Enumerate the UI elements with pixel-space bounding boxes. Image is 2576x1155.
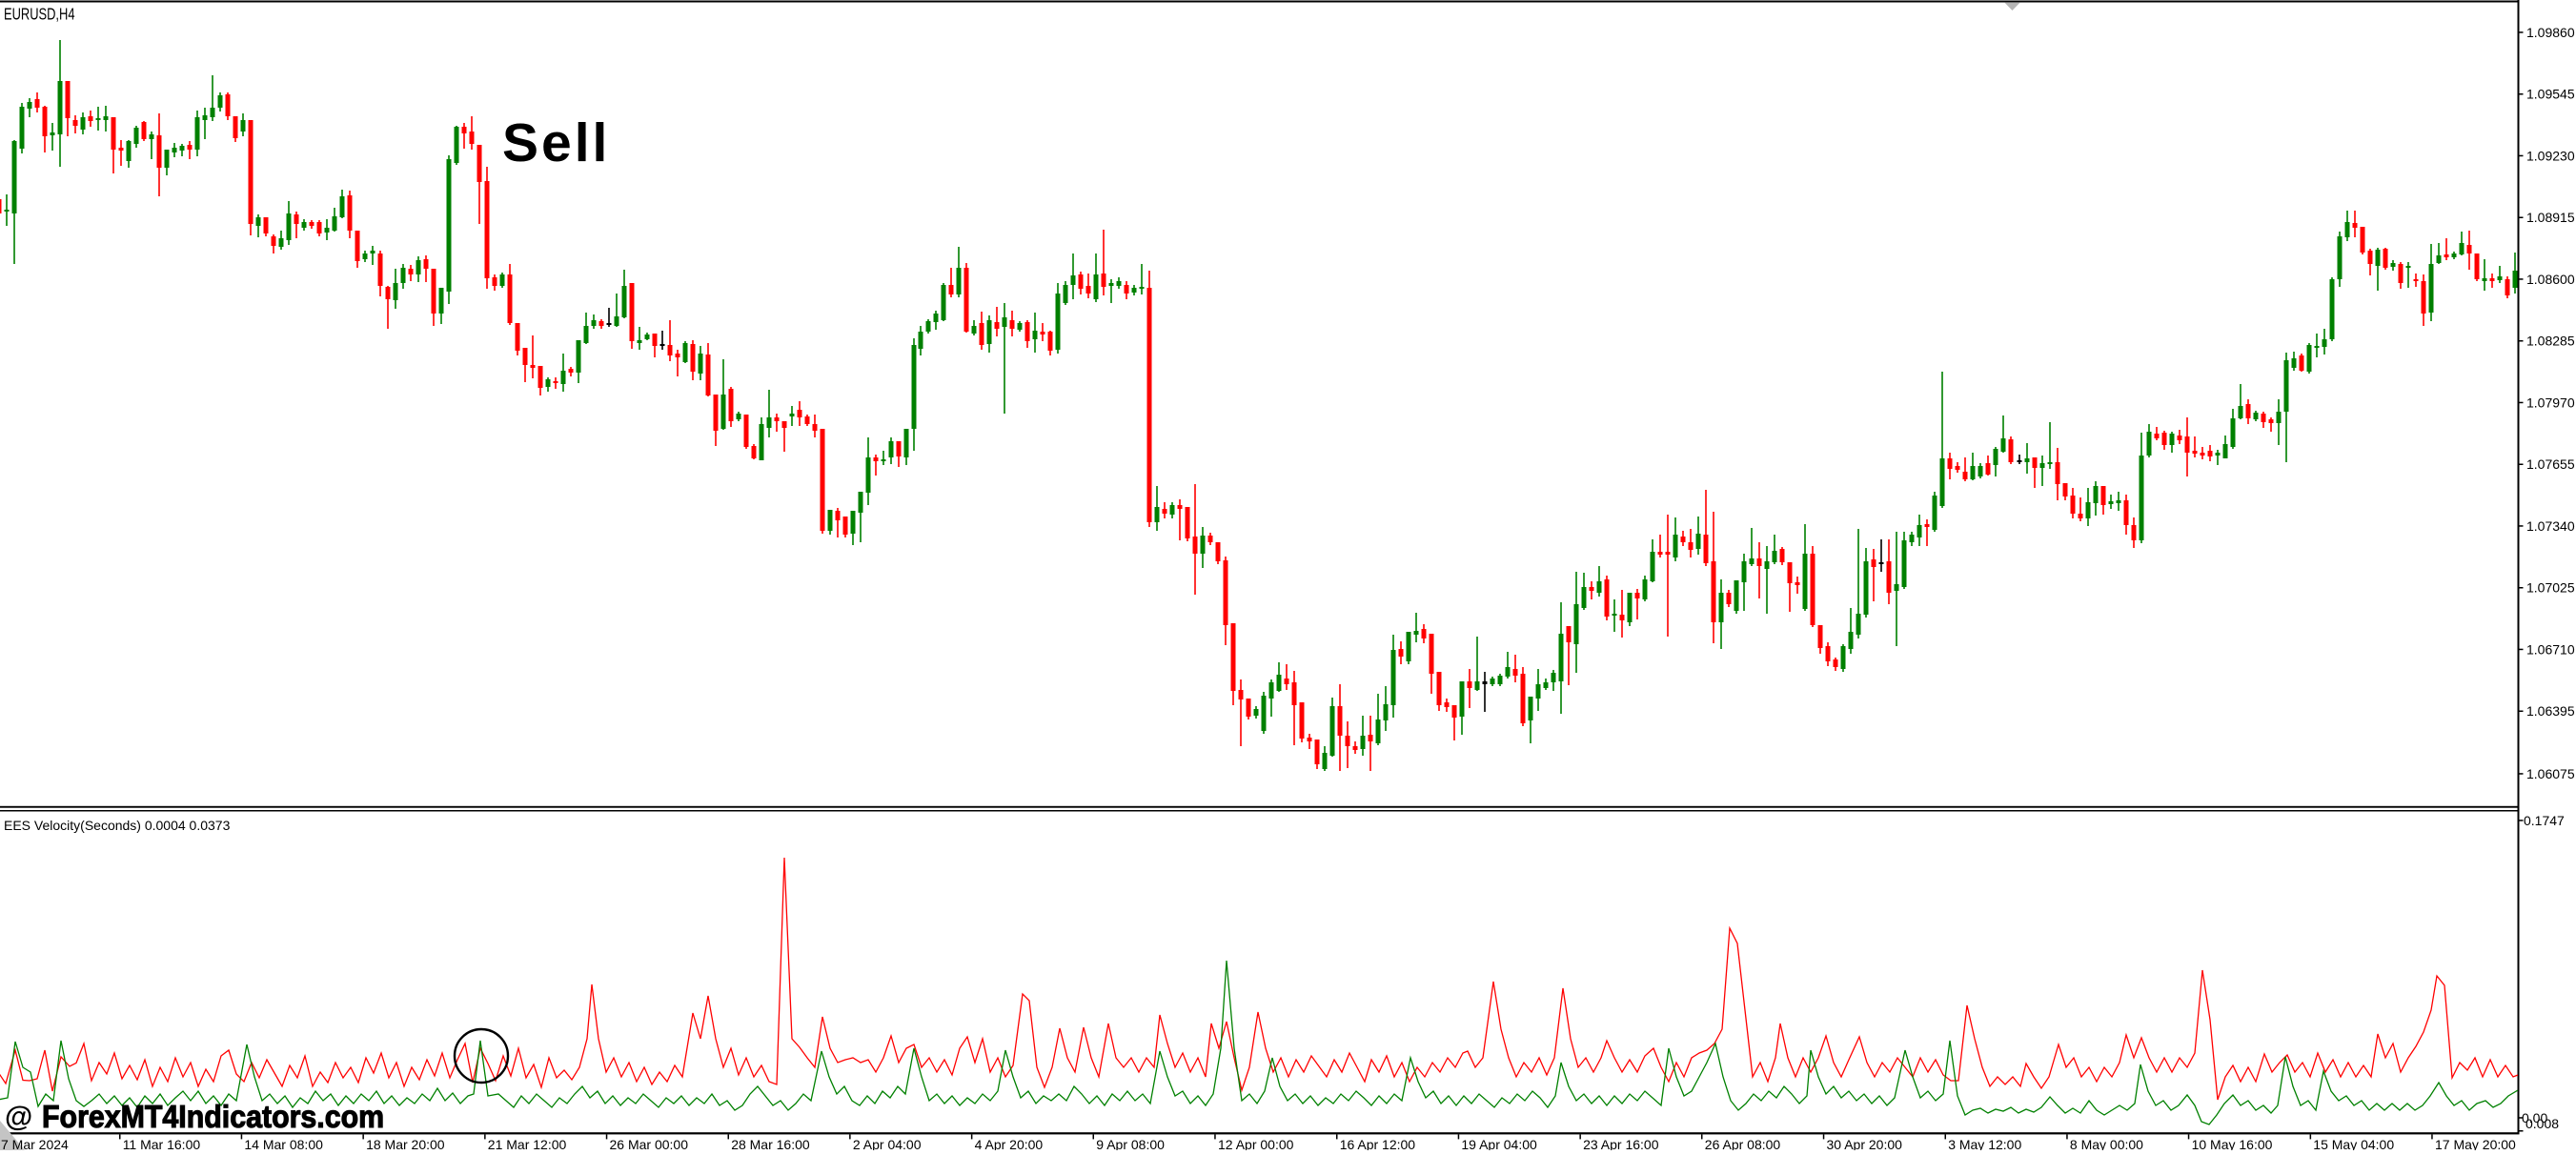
svg-text:1.08915: 1.08915 xyxy=(2526,210,2575,225)
svg-text:9 Apr 08:00: 9 Apr 08:00 xyxy=(1096,1137,1165,1150)
svg-text:1.06075: 1.06075 xyxy=(2526,766,2575,781)
svg-text:EURUSD,H4: EURUSD,H4 xyxy=(4,5,75,24)
svg-text:26 Apr 08:00: 26 Apr 08:00 xyxy=(1705,1137,1781,1150)
svg-text:30 Apr 20:00: 30 Apr 20:00 xyxy=(1827,1137,1903,1150)
svg-text:1.07340: 1.07340 xyxy=(2526,518,2575,534)
svg-text:1.07655: 1.07655 xyxy=(2526,456,2575,472)
svg-text:15 May 04:00: 15 May 04:00 xyxy=(2313,1137,2394,1150)
svg-text:0.1747: 0.1747 xyxy=(2524,813,2565,828)
svg-text:11 Mar 16:00: 11 Mar 16:00 xyxy=(123,1137,201,1150)
svg-text:1.09230: 1.09230 xyxy=(2526,149,2575,164)
svg-text:1.08285: 1.08285 xyxy=(2526,334,2575,349)
svg-text:1.09860: 1.09860 xyxy=(2526,25,2575,40)
svg-text:10 May 16:00: 10 May 16:00 xyxy=(2192,1137,2273,1150)
svg-text:EES Velocity(Seconds) 0.0004 0: EES Velocity(Seconds) 0.0004 0.0373 xyxy=(4,818,231,833)
svg-text:1.08600: 1.08600 xyxy=(2526,272,2575,287)
svg-text:2 Apr 04:00: 2 Apr 04:00 xyxy=(853,1137,922,1150)
svg-text:1.06395: 1.06395 xyxy=(2526,703,2575,719)
svg-text:1.07025: 1.07025 xyxy=(2526,580,2575,596)
svg-text:3 May 12:00: 3 May 12:00 xyxy=(1948,1137,2021,1150)
svg-text:@: @ xyxy=(5,1102,32,1133)
svg-text:1.09545: 1.09545 xyxy=(2526,87,2575,102)
svg-text:1.07970: 1.07970 xyxy=(2526,395,2575,411)
svg-text:0.00: 0.00 xyxy=(2522,1110,2547,1125)
svg-text:0.008: 0.008 xyxy=(2525,1116,2559,1131)
svg-text:28 Mar 16:00: 28 Mar 16:00 xyxy=(731,1137,810,1150)
svg-text:21 Mar 12:00: 21 Mar 12:00 xyxy=(488,1137,567,1150)
svg-text:1.06710: 1.06710 xyxy=(2526,642,2575,658)
svg-text:17 May 20:00: 17 May 20:00 xyxy=(2435,1137,2516,1150)
svg-text:16 Apr 12:00: 16 Apr 12:00 xyxy=(1340,1137,1416,1150)
svg-text:26 Mar 00:00: 26 Mar 00:00 xyxy=(610,1137,689,1150)
svg-text:ForexMT4Indicators.com: ForexMT4Indicators.com xyxy=(42,1099,384,1134)
svg-text:8 May 00:00: 8 May 00:00 xyxy=(2070,1137,2143,1150)
svg-text:7 Mar 2024: 7 Mar 2024 xyxy=(1,1137,69,1150)
svg-text:14 Mar 08:00: 14 Mar 08:00 xyxy=(244,1137,323,1150)
svg-text:12 Apr 00:00: 12 Apr 00:00 xyxy=(1218,1137,1294,1150)
svg-text:18 Mar 20:00: 18 Mar 20:00 xyxy=(366,1137,445,1150)
svg-text:23 Apr 16:00: 23 Apr 16:00 xyxy=(1583,1137,1659,1150)
svg-text:4 Apr 20:00: 4 Apr 20:00 xyxy=(975,1137,1044,1150)
svg-text:Sell: Sell xyxy=(502,112,610,173)
svg-text:19 Apr 04:00: 19 Apr 04:00 xyxy=(1461,1137,1537,1150)
